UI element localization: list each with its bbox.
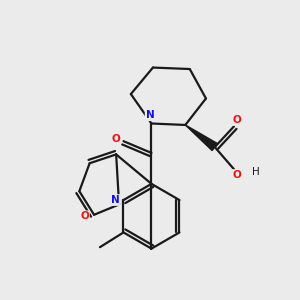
Text: O: O — [80, 211, 89, 221]
Text: O: O — [112, 134, 121, 144]
Text: N: N — [146, 110, 154, 120]
Polygon shape — [185, 125, 218, 151]
Text: O: O — [232, 170, 241, 180]
Text: N: N — [111, 195, 120, 205]
Text: H: H — [252, 167, 260, 177]
Text: O: O — [232, 115, 241, 125]
